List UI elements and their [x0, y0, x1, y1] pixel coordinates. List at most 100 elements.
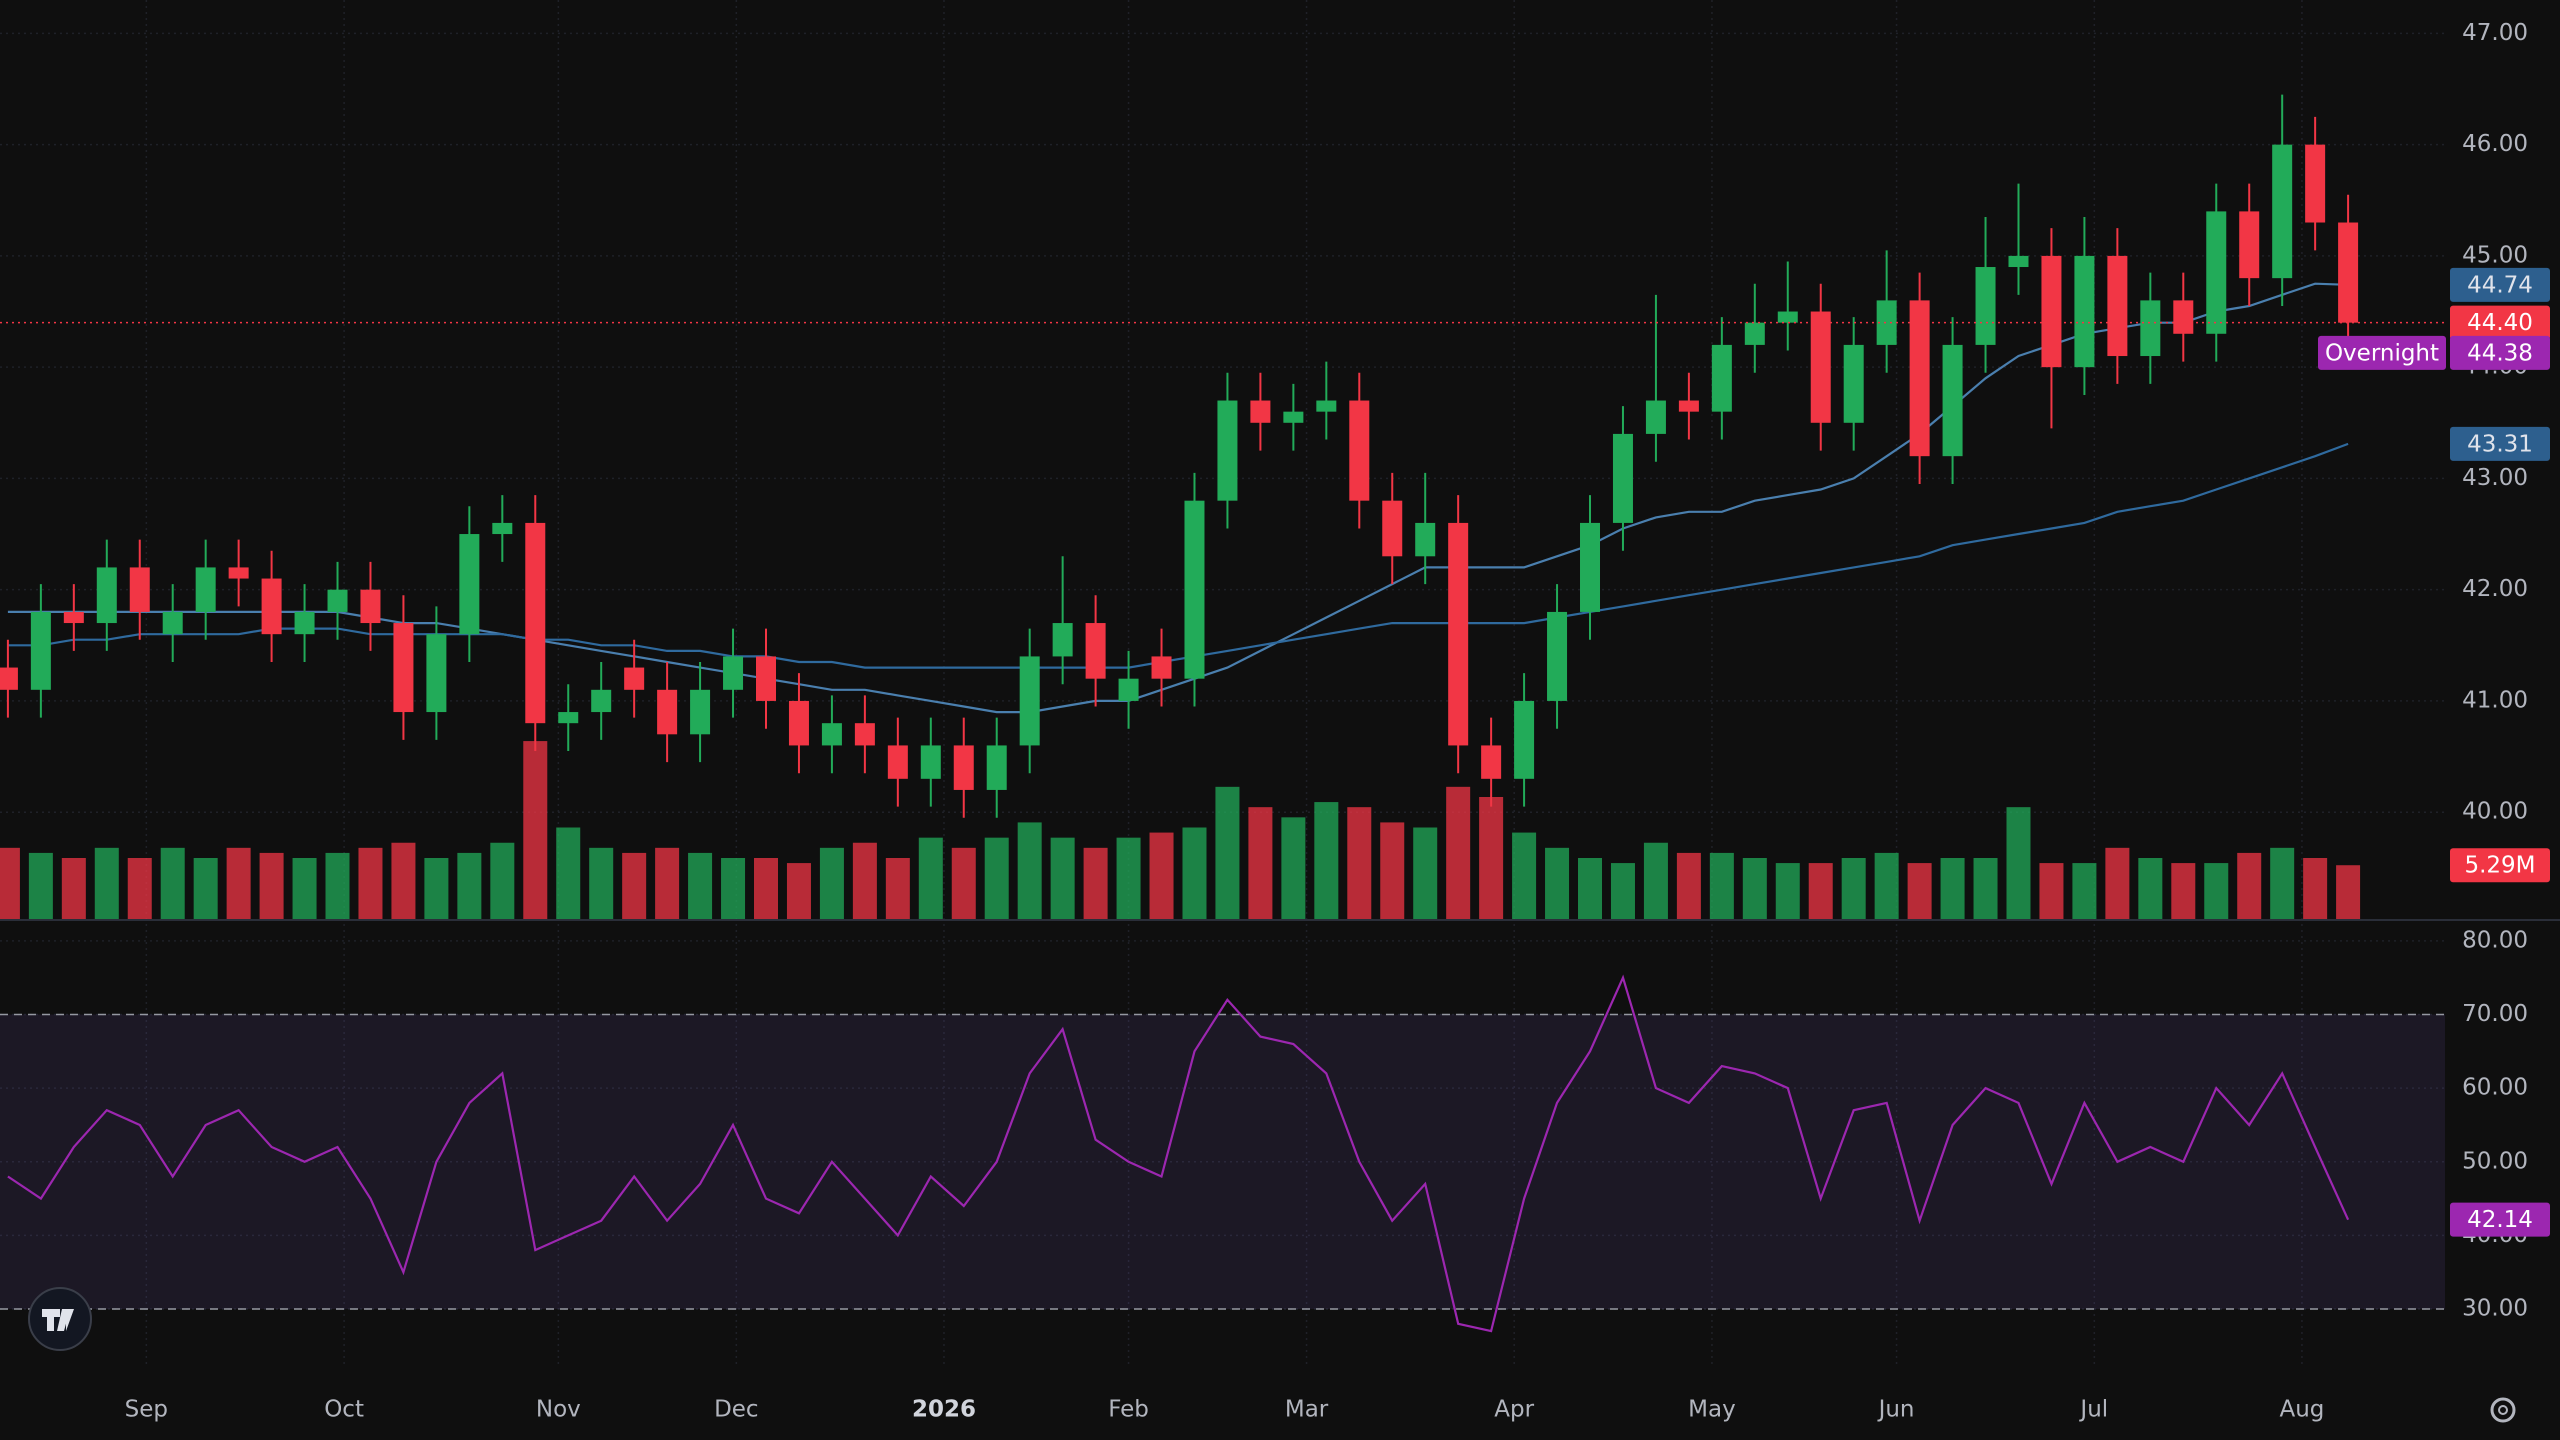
candle-body — [1843, 344, 1864, 423]
volume-bar — [1347, 807, 1372, 919]
volume-bar — [1479, 797, 1504, 919]
volume-bar — [786, 863, 811, 919]
price-tag-label: 44.40 — [2467, 310, 2533, 336]
candle-body — [1184, 500, 1205, 679]
volume-bar — [2303, 858, 2328, 919]
price-tag — [2450, 848, 2550, 883]
volume-bar — [1676, 852, 1701, 919]
volume-bar — [1182, 827, 1207, 919]
volume-bar — [1149, 832, 1174, 919]
candle-body — [657, 689, 678, 735]
volume-bar — [1413, 827, 1438, 919]
volume-bar — [1083, 847, 1108, 919]
volume-bar — [61, 858, 86, 919]
candle-body — [2074, 255, 2095, 368]
candle-body — [1909, 300, 1930, 457]
candle-body — [558, 712, 579, 724]
volume-bar — [1116, 837, 1141, 919]
volume-bar — [523, 741, 548, 919]
x-tick-label: Jun — [1877, 1397, 1915, 1423]
candle-body — [1151, 656, 1172, 679]
volume-bar — [984, 837, 1009, 919]
candle-body — [1448, 522, 1469, 746]
volume-bar — [1578, 858, 1603, 919]
volume-bar — [226, 847, 251, 919]
candle-body — [1382, 500, 1403, 557]
x-tick-label: May — [1688, 1397, 1736, 1423]
volume-bar — [688, 852, 713, 919]
volume-bar — [490, 842, 515, 919]
candle-body — [1975, 267, 1996, 345]
candle-body — [1349, 400, 1370, 501]
candle-body — [1250, 400, 1271, 423]
x-tick-label: Jul — [2078, 1397, 2108, 1423]
candle-body — [261, 578, 282, 635]
volume-bar — [1380, 822, 1405, 919]
y-tick-label: 45.00 — [2462, 242, 2528, 268]
candle-body — [426, 634, 447, 713]
logo[interactable] — [28, 1287, 92, 1351]
volume-bar — [753, 858, 778, 919]
volume-bar — [1512, 832, 1537, 919]
price-tag — [2450, 426, 2550, 461]
volume-bar — [28, 852, 53, 919]
volume-bar — [2072, 863, 2097, 919]
volume-bar — [1017, 822, 1042, 919]
candle-body — [129, 567, 150, 612]
candle-body — [2272, 144, 2293, 279]
candle-body — [2338, 222, 2359, 323]
volume-bar — [424, 858, 449, 919]
candle-body — [1678, 400, 1699, 412]
volume-bar — [292, 858, 317, 919]
candle-body — [2140, 300, 2161, 357]
gear[interactable] — [2490, 1397, 2516, 1423]
candle-body — [1316, 400, 1337, 412]
volume-bar — [918, 837, 943, 919]
volume-bar — [951, 847, 976, 919]
settings-icon[interactable] — [2490, 1397, 2516, 1423]
logo-mark — [42, 1309, 74, 1331]
volume-bar — [1808, 863, 1833, 919]
candle-body — [63, 611, 84, 624]
x-tick-label: Aug — [2279, 1397, 2324, 1423]
x-tick-label: Feb — [1108, 1397, 1149, 1423]
candle-body — [393, 623, 414, 713]
y-tick-label: 70.00 — [2462, 1001, 2528, 1027]
price-tag-label: Overnight — [2325, 340, 2439, 366]
candle-body — [2305, 144, 2326, 223]
volume-bar — [1775, 863, 1800, 919]
candle-body — [1217, 400, 1238, 501]
candle-body — [1876, 300, 1897, 345]
candle-body — [228, 567, 249, 579]
volume-bar — [589, 847, 614, 919]
x-tick-label: Mar — [1285, 1397, 1329, 1423]
candle-body — [360, 589, 381, 624]
volume-bar — [1841, 858, 1866, 919]
candle-body — [690, 689, 711, 735]
volume-bar — [2270, 847, 2295, 919]
candle-body — [1612, 433, 1633, 523]
price-tag-label: 44.38 — [2467, 340, 2533, 366]
candle-body — [2173, 300, 2194, 334]
candle-body — [1777, 311, 1798, 323]
candle-body — [854, 723, 875, 746]
volume-bar — [2204, 863, 2229, 919]
volume-bar — [1248, 807, 1273, 919]
volume-bar — [1742, 858, 1767, 919]
price-tag — [2450, 335, 2550, 370]
candle-body — [920, 745, 941, 779]
volume-bar — [1709, 852, 1734, 919]
volume-bar — [1643, 842, 1668, 919]
candle-body — [162, 611, 183, 635]
volume-bar — [2006, 807, 2031, 919]
y-tick-label: 50.00 — [2462, 1148, 2528, 1174]
candle-body — [887, 745, 908, 779]
volume-bar — [655, 847, 680, 919]
volume-bar — [193, 858, 218, 919]
volume-bar — [1940, 858, 1965, 919]
x-tick-label: Oct — [324, 1397, 364, 1423]
volume-bar — [1281, 817, 1306, 919]
volume-bar — [2336, 865, 2361, 919]
